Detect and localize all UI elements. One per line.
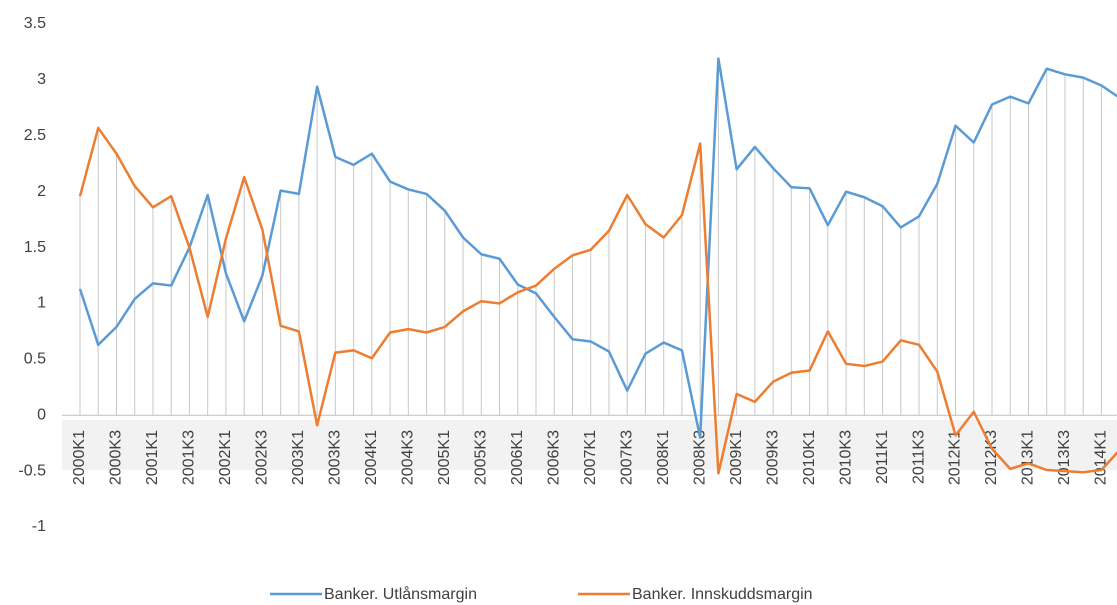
x-tick-label: 2013K1 — [1020, 430, 1037, 485]
x-tick-label: 2003K3 — [327, 430, 344, 485]
x-tick-label: 2001K3 — [181, 430, 198, 485]
x-tick-label: 2003K1 — [290, 430, 307, 485]
y-tick-label: 1.5 — [24, 239, 46, 256]
x-tick-label: 2001K1 — [144, 430, 161, 485]
x-tick-label: 2005K3 — [472, 430, 489, 485]
x-tick-label: 2008K1 — [655, 430, 672, 485]
series-line — [78, 57, 1117, 439]
legend-label: Banker. Utlånsmargin — [324, 585, 477, 603]
y-tick-label: 1 — [37, 295, 46, 312]
x-tick-label: 2007K1 — [582, 430, 599, 485]
y-tick-label: 2.5 — [24, 127, 46, 144]
x-tick-label: 2011K1 — [874, 430, 891, 484]
x-tick-label: 2014K1 — [1093, 430, 1110, 485]
x-tick-label: 2009K1 — [728, 430, 745, 485]
x-tick-label: 2010K1 — [801, 430, 818, 485]
x-tick-label: 2012K3 — [983, 430, 1000, 485]
label-band — [62, 420, 1117, 470]
x-tick-label: 2004K1 — [363, 430, 380, 485]
y-tick-label: -0.5 — [18, 462, 46, 479]
x-tick-label: 2002K3 — [254, 430, 271, 485]
y-tick-label: 2 — [37, 183, 46, 200]
x-tick-label: 2007K3 — [618, 430, 635, 485]
x-tick-label: 2000K3 — [108, 430, 125, 485]
x-tick-label: 2012K1 — [947, 430, 964, 485]
x-tick-label: 2008K3 — [691, 430, 708, 485]
x-tick-label: 2006K1 — [509, 430, 526, 485]
series-line — [78, 126, 1117, 475]
y-tick-label: 0.5 — [24, 351, 46, 368]
legend-label: Banker. Innskuddsmargin — [632, 586, 813, 603]
x-tick-label: 2000K1 — [71, 430, 88, 485]
y-tick-label: -1 — [32, 518, 46, 535]
x-tick-label: 2013K3 — [1056, 430, 1073, 485]
x-tick-label: 2009K3 — [764, 430, 781, 485]
x-tick-label: 2006K3 — [545, 430, 562, 485]
x-tick-label: 2005K1 — [436, 430, 453, 485]
x-tick-label: 2004K3 — [400, 430, 417, 485]
x-tick-label: 2010K3 — [837, 430, 854, 485]
y-tick-label: 3.5 — [24, 15, 46, 32]
x-tick-label: 2011K3 — [910, 430, 927, 484]
y-tick-label: 0 — [37, 406, 46, 423]
x-tick-label: 2002K1 — [217, 430, 234, 485]
y-tick-label: 3 — [37, 71, 46, 88]
